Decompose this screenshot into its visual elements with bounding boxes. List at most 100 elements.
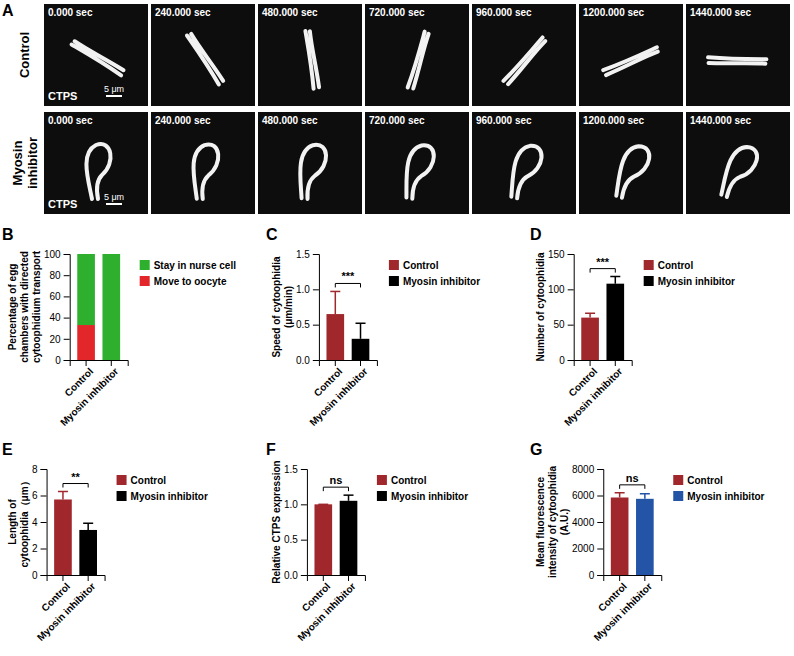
error-bar-cap bbox=[330, 291, 340, 293]
y-axis: 0.00.51.01.5 bbox=[296, 249, 319, 366]
y-tick: 100 bbox=[44, 249, 70, 260]
frame-background bbox=[258, 4, 362, 106]
x-tick-mark bbox=[335, 360, 336, 366]
significance-bracket bbox=[323, 487, 348, 491]
image-frame: 960.000 sec bbox=[472, 112, 576, 214]
legend-label: Control bbox=[658, 260, 694, 271]
x-axis: ControlMyosin inhibitor bbox=[592, 575, 662, 643]
y-axis-title: Relative CTPS expression bbox=[271, 460, 282, 583]
bar-segment bbox=[77, 325, 95, 360]
y-tick-label: 2000 bbox=[572, 543, 595, 554]
chart-panel: GMean fluorescenceintensity of cytoophid… bbox=[530, 441, 765, 643]
y-tick: 2000 bbox=[572, 543, 603, 554]
panel-label: B bbox=[2, 226, 14, 243]
error-bar-stem bbox=[62, 492, 64, 500]
legend-label: Control bbox=[131, 475, 167, 486]
image-frame: 1200.000 sec bbox=[579, 112, 683, 214]
error-bar-cap bbox=[640, 493, 650, 495]
y-tick-label: 1.0 bbox=[296, 284, 310, 295]
frame-background bbox=[686, 112, 790, 214]
y-tick: 4 bbox=[32, 517, 47, 528]
bar-segment bbox=[102, 254, 120, 360]
legend-label: Control bbox=[391, 475, 427, 486]
frame-background bbox=[151, 112, 255, 214]
image-panel: AControl0.000 secCTPS5 μm240.000 sec480.… bbox=[2, 2, 790, 214]
y-tick-label: 0 bbox=[32, 570, 38, 581]
y-tick: 100 bbox=[548, 284, 574, 295]
error-bar bbox=[58, 492, 68, 500]
legend-swatch bbox=[644, 260, 654, 270]
x-tick-mark bbox=[88, 575, 89, 581]
x-axis: ControlMyosin inhibitor bbox=[295, 575, 365, 643]
legend: Control Myosin inhibitor bbox=[117, 475, 208, 502]
y-tick-mark bbox=[41, 469, 47, 470]
x-tick-label: Myosin inhibitor bbox=[562, 366, 624, 428]
panel-label: G bbox=[530, 441, 542, 458]
time-label: 720.000 sec bbox=[369, 7, 425, 18]
frame-background bbox=[44, 4, 148, 106]
y-axis-line bbox=[313, 255, 320, 361]
y-tick-mark bbox=[64, 318, 70, 319]
error-bar-cap bbox=[615, 492, 625, 494]
x-tick: Myosin inhibitor bbox=[592, 575, 654, 643]
x-axis-line bbox=[70, 361, 128, 367]
x-tick-label: Myosin inhibitor bbox=[307, 366, 369, 428]
y-tick-mark bbox=[597, 469, 603, 470]
y-axis-line bbox=[301, 470, 308, 576]
y-tick-mark bbox=[41, 522, 47, 523]
x-tick: Myosin inhibitor bbox=[35, 575, 97, 643]
legend-label: Myosin inhibitor bbox=[687, 491, 764, 502]
y-tick-label: 8 bbox=[32, 464, 38, 475]
y-tick-label: 100 bbox=[44, 249, 61, 260]
y-tick-mark bbox=[597, 522, 603, 523]
legend-label: Myosin inhibitor bbox=[131, 491, 208, 502]
frame-background bbox=[258, 112, 362, 214]
panel-label: F bbox=[266, 441, 276, 458]
time-label: 1440.000 sec bbox=[690, 115, 752, 126]
image-frame: 0.000 secCTPS5 μm bbox=[44, 112, 148, 214]
bar bbox=[352, 339, 370, 360]
y-tick-mark bbox=[597, 549, 603, 550]
legend-swatch bbox=[389, 276, 399, 286]
x-axis-line bbox=[604, 576, 662, 582]
image-frame: 240.000 sec bbox=[151, 112, 255, 214]
legend-swatch bbox=[140, 276, 150, 286]
y-tick-mark bbox=[568, 289, 574, 290]
x-axis: ControlMyosin inhibitor bbox=[35, 575, 105, 643]
legend-label: Stay in nurse cell bbox=[154, 260, 236, 271]
y-tick: 0 bbox=[559, 355, 574, 366]
y-tick-mark bbox=[41, 549, 47, 550]
y-tick: 2 bbox=[32, 543, 47, 554]
error-bar bbox=[585, 313, 595, 317]
y-tick-label: 1.5 bbox=[284, 464, 298, 475]
image-frame: 720.000 sec bbox=[365, 4, 469, 106]
bar bbox=[314, 504, 332, 575]
y-tick-mark bbox=[301, 575, 307, 576]
y-tick-label: 2 bbox=[32, 543, 38, 554]
frame-background bbox=[579, 112, 683, 214]
time-label: 1200.000 sec bbox=[583, 7, 645, 18]
y-tick-mark bbox=[597, 575, 603, 576]
image-frame: 480.000 sec bbox=[258, 112, 362, 214]
y-tick-label: 20 bbox=[50, 334, 62, 345]
scale-bar-label: 5 μm bbox=[104, 192, 124, 202]
x-tick: Myosin inhibitor bbox=[307, 360, 369, 428]
y-tick: 0.0 bbox=[296, 355, 319, 366]
image-frame: 0.000 secCTPS5 μm bbox=[44, 4, 148, 106]
legend-swatch bbox=[673, 491, 683, 501]
significance-label: *** bbox=[341, 270, 355, 282]
y-axis: 02000400060008000 bbox=[572, 464, 604, 581]
y-tick: 0 bbox=[55, 355, 70, 366]
y-tick-label: 40 bbox=[50, 312, 62, 323]
y-axis-line bbox=[64, 255, 71, 361]
error-bar bbox=[330, 291, 340, 314]
x-tick: Myosin inhibitor bbox=[295, 575, 357, 643]
bar bbox=[340, 501, 358, 575]
legend: ControlMyosin inhibitor bbox=[377, 475, 468, 502]
chart-panel: DNumber of cytoophidia050100150ControlMy… bbox=[530, 226, 735, 428]
y-tick: 6 bbox=[32, 490, 47, 501]
frame-background bbox=[151, 4, 255, 106]
y-tick-mark bbox=[313, 325, 319, 326]
plot-area bbox=[54, 492, 97, 575]
cytoophidium bbox=[86, 144, 110, 199]
